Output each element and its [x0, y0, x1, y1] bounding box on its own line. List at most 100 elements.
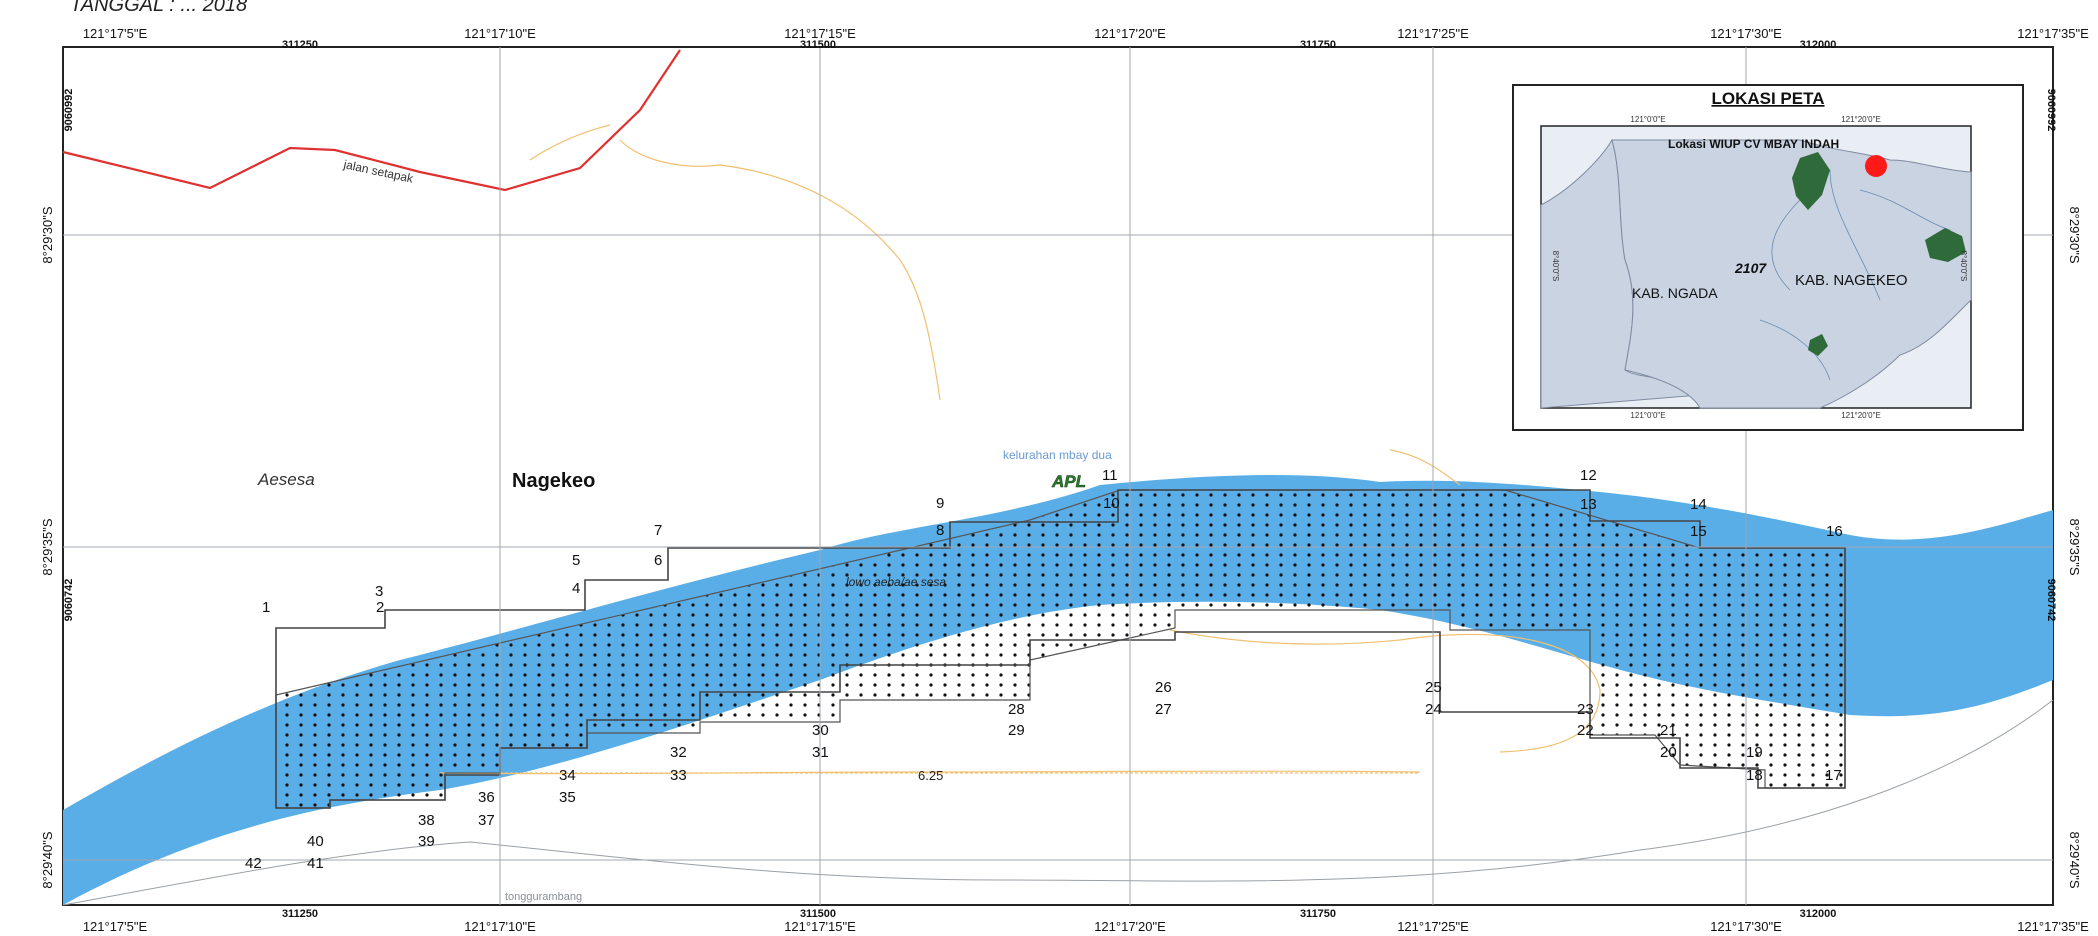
inset-forest-3: [1808, 334, 1828, 356]
vertex-label-19: 19: [1746, 744, 1763, 761]
minor-road-line: [62, 699, 2054, 906]
vertex-label-36: 36: [478, 789, 495, 806]
graticule-grid: [63, 47, 2053, 905]
lon-label-top-4: 121°17'20"E: [1094, 26, 1166, 41]
utm-north-left-1: 9060992: [63, 89, 75, 132]
lon-label-bottom-6: 121°17'30"E: [1710, 919, 1782, 934]
vertex-label-8: 8: [936, 522, 944, 539]
vertex-label-40: 40: [307, 833, 324, 850]
vertex-label-3: 3: [375, 583, 383, 600]
inset-lon-bottom-1: 121°0'0"E: [1630, 411, 1665, 420]
utm-east-top-1: 311250: [282, 39, 318, 51]
vertex-label-25: 25: [1425, 679, 1442, 696]
utm-east-bottom-1: 311250: [282, 908, 318, 920]
vertex-label-24: 24: [1425, 701, 1442, 718]
vertex-label-42: 42: [245, 855, 262, 872]
vertex-label-2: 2: [376, 599, 384, 616]
vertex-label-18: 18: [1746, 767, 1763, 784]
lon-label-bottom-3: 121°17'15"E: [784, 919, 856, 934]
vertex-label-22: 22: [1577, 722, 1594, 739]
vertex-label-30: 30: [812, 722, 829, 739]
vertex-label-34: 34: [559, 767, 576, 784]
lon-label-bottom-4: 121°17'20"E: [1094, 919, 1166, 934]
inset-forest-2: [1925, 228, 1966, 262]
vertex-label-15: 15: [1690, 523, 1707, 540]
utm-north-right-1: 9060992: [2045, 89, 2057, 132]
inset-forest-1: [1792, 152, 1830, 210]
header-date-note: TANGGAL : ... 2018: [70, 0, 248, 16]
inset-code: 2107: [1734, 260, 1767, 276]
lon-label-bottom-5: 121°17'25"E: [1397, 919, 1469, 934]
vertex-label-16: 16: [1826, 523, 1843, 540]
label-kelurahan: kelurahan mbay dua: [1003, 448, 1112, 462]
wiup-polygon-outline: [275, 489, 1846, 809]
lat-label-right-3: 8°29'40"S: [2067, 831, 2082, 888]
lon-label-bottom-7: 121°17'35"E: [2017, 919, 2089, 934]
vertex-label-14: 14: [1690, 496, 1707, 513]
vertex-label-27: 27: [1155, 701, 1172, 718]
vertex-label-6: 6: [654, 552, 662, 569]
vertex-label-7: 7: [654, 522, 662, 539]
vertex-label-10: 10: [1103, 495, 1120, 512]
lon-label-top-7: 121°17'35"E: [2017, 26, 2089, 41]
vertex-label-21: 21: [1660, 722, 1677, 739]
inset-lat-left: 8°40'0"S: [1551, 251, 1560, 282]
vertex-label-32: 32: [670, 744, 687, 761]
label-apl: APL: [1051, 472, 1086, 491]
vertex-label-29: 29: [1008, 722, 1025, 739]
vertex-label-4: 4: [572, 580, 580, 597]
inset-land-nagekeo: [1611, 139, 1972, 409]
lat-label-right-1: 8°29'30"S: [2067, 206, 2082, 263]
lon-label-bottom-1: 121°17'5"E: [83, 919, 148, 934]
vertex-label-17: 17: [1825, 767, 1842, 784]
inset-location-marker: [1865, 155, 1887, 177]
lon-label-top-6: 121°17'30"E: [1710, 26, 1782, 41]
utm-north-right-2: 9060742: [2045, 579, 2057, 622]
inset-map: LOKASI PETA Lokasi WIUP CV MBAY INDAH 21…: [1512, 84, 2024, 431]
vertex-label-11: 11: [1102, 467, 1118, 484]
road-jalan-setapak: [62, 49, 681, 192]
lon-label-top-1: 121°17'5"E: [83, 26, 148, 41]
utm-east-bottom-4: 312000: [1800, 908, 1837, 920]
inset-wiup-label: Lokasi WIUP CV MBAY INDAH: [1668, 137, 1839, 151]
utm-east-bottom-3: 311750: [1300, 908, 1336, 920]
label-aesesa: Aesesa: [257, 470, 315, 489]
lat-label-left-2: 8°29'35"S: [40, 518, 55, 575]
inset-title: LOKASI PETA: [1711, 89, 1824, 108]
lon-label-top-2: 121°17'10"E: [464, 26, 536, 41]
vertex-label-5: 5: [572, 552, 580, 569]
label-river: lowo aeba/ae sesa: [846, 575, 946, 589]
vertex-label-1: 1: [262, 599, 270, 616]
lon-label-top-5: 121°17'25"E: [1397, 26, 1469, 41]
vertex-label-20: 20: [1660, 744, 1677, 761]
vertex-label-37: 37: [478, 812, 495, 829]
vertex-label-33: 33: [670, 767, 687, 784]
label-tonggurambang: tonggurambang: [505, 891, 582, 903]
vertex-label-13: 13: [1580, 496, 1597, 513]
label-contour: 6.25: [918, 768, 943, 783]
lon-label-top-3: 121°17'15"E: [784, 26, 856, 41]
utm-north-left-2: 9060742: [63, 579, 75, 622]
vertex-label-26: 26: [1155, 679, 1172, 696]
admin-boundary-line: [439, 124, 1601, 775]
vertex-label-35: 35: [559, 789, 576, 806]
vertex-label-23: 23: [1577, 701, 1594, 718]
inset-label-nagekeo: KAB. NAGEKEO: [1795, 272, 1908, 289]
vertex-label-12: 12: [1580, 467, 1597, 484]
label-nagekeo: Nagekeo: [512, 470, 595, 492]
utm-east-top-2: 311500: [800, 39, 836, 51]
inset-rivers: [1759, 169, 1951, 381]
inset-label-ngada: KAB. NGADA: [1632, 285, 1718, 301]
lon-label-bottom-2: 121°17'10"E: [464, 919, 536, 934]
vertex-label-38: 38: [418, 812, 435, 829]
inset-lon-bottom-2: 121°20'0"E: [1841, 411, 1881, 420]
lat-label-right-2: 8°29'35"S: [2067, 518, 2082, 575]
inset-lon-top-2: 121°20'0"E: [1841, 115, 1881, 124]
utm-east-top-4: 312000: [1800, 39, 1837, 51]
vertex-label-28: 28: [1008, 701, 1025, 718]
inset-lon-top-1: 121°0'0"E: [1630, 115, 1665, 124]
vertex-label-31: 31: [812, 744, 829, 761]
vertex-label-39: 39: [418, 833, 435, 850]
inset-lat-right: 8°40'0"S: [1959, 251, 1968, 282]
